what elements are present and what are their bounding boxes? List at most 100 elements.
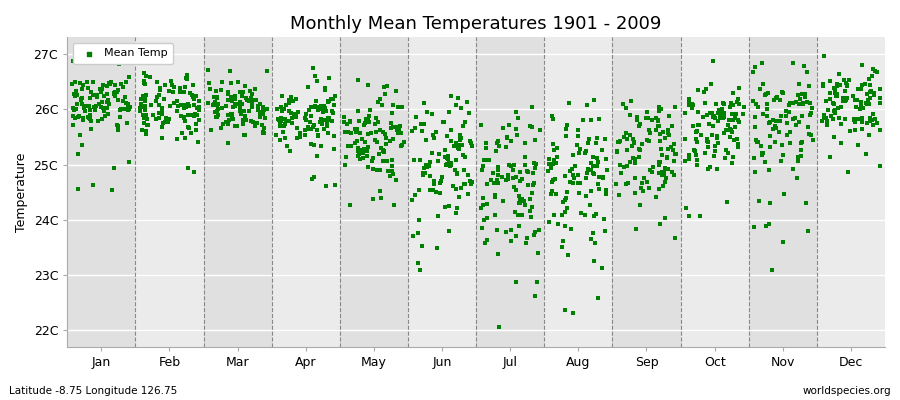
Point	[232, 89, 247, 96]
Point	[560, 122, 574, 128]
Point	[558, 223, 572, 229]
Point	[840, 82, 854, 88]
Point	[79, 103, 94, 109]
Point	[249, 120, 264, 126]
Point	[251, 103, 266, 109]
Point	[458, 119, 473, 125]
Point	[872, 126, 886, 133]
Point	[235, 101, 249, 108]
Point	[792, 81, 806, 87]
Point	[735, 111, 750, 118]
Point	[712, 107, 726, 113]
Point	[246, 119, 260, 125]
Point	[689, 139, 704, 145]
Point	[652, 185, 666, 192]
Point	[375, 158, 390, 165]
Point	[732, 85, 746, 92]
Point	[103, 101, 117, 108]
Point	[214, 87, 229, 94]
Point	[762, 200, 777, 206]
Point	[341, 128, 356, 135]
Point	[491, 180, 506, 186]
Point	[255, 110, 269, 117]
Point	[662, 112, 676, 119]
Point	[626, 136, 640, 142]
Point	[795, 139, 809, 145]
Point	[449, 186, 464, 192]
Point	[823, 96, 837, 102]
Point	[756, 149, 770, 156]
Point	[170, 98, 184, 104]
Point	[817, 53, 832, 59]
Point	[317, 102, 331, 109]
Point	[662, 127, 676, 133]
Point	[685, 105, 699, 111]
Point	[91, 118, 105, 125]
Point	[681, 102, 696, 109]
Point	[315, 108, 329, 115]
Point	[562, 168, 577, 174]
Point	[90, 94, 104, 100]
Point	[429, 129, 444, 135]
Point	[532, 227, 546, 233]
Point	[513, 199, 527, 206]
Point	[491, 167, 505, 174]
Point	[314, 143, 328, 149]
Point	[381, 168, 395, 174]
Point	[328, 92, 343, 99]
Bar	[817, 37, 885, 347]
Point	[678, 110, 692, 116]
Point	[512, 199, 526, 206]
Point	[357, 146, 372, 152]
Point	[788, 115, 802, 121]
Point	[854, 99, 868, 106]
Point	[526, 170, 540, 176]
Point	[386, 124, 400, 131]
Point	[86, 104, 101, 110]
Point	[499, 229, 513, 236]
Point	[777, 190, 791, 197]
Point	[137, 70, 151, 76]
Point	[840, 95, 854, 101]
Point	[793, 96, 807, 102]
Point	[587, 97, 601, 103]
Point	[67, 91, 81, 97]
Point	[242, 108, 256, 114]
Point	[630, 117, 644, 123]
Point	[490, 226, 504, 233]
Point	[95, 105, 110, 111]
Point	[279, 102, 293, 108]
Point	[729, 111, 743, 118]
Point	[866, 111, 880, 117]
Point	[527, 293, 542, 299]
Point	[728, 124, 742, 130]
Point	[221, 121, 236, 127]
Point	[775, 88, 789, 95]
Point	[717, 154, 732, 161]
Point	[292, 133, 307, 140]
Point	[584, 160, 598, 166]
Point	[365, 196, 380, 202]
Point	[548, 176, 562, 182]
Point	[273, 123, 287, 130]
Point	[518, 140, 533, 146]
Point	[377, 84, 392, 90]
Bar	[544, 37, 612, 347]
Point	[224, 113, 238, 119]
Point	[524, 214, 538, 220]
Point	[75, 100, 89, 107]
Point	[474, 204, 489, 211]
Point	[829, 81, 843, 88]
Point	[525, 204, 539, 210]
Point	[228, 102, 242, 109]
Point	[640, 179, 654, 186]
Point	[837, 88, 851, 94]
Point	[508, 108, 523, 115]
Point	[544, 113, 559, 120]
Point	[508, 209, 522, 216]
Point	[515, 175, 529, 182]
Point	[212, 101, 226, 107]
Point	[767, 97, 781, 103]
Point	[690, 122, 705, 129]
Point	[716, 130, 731, 136]
